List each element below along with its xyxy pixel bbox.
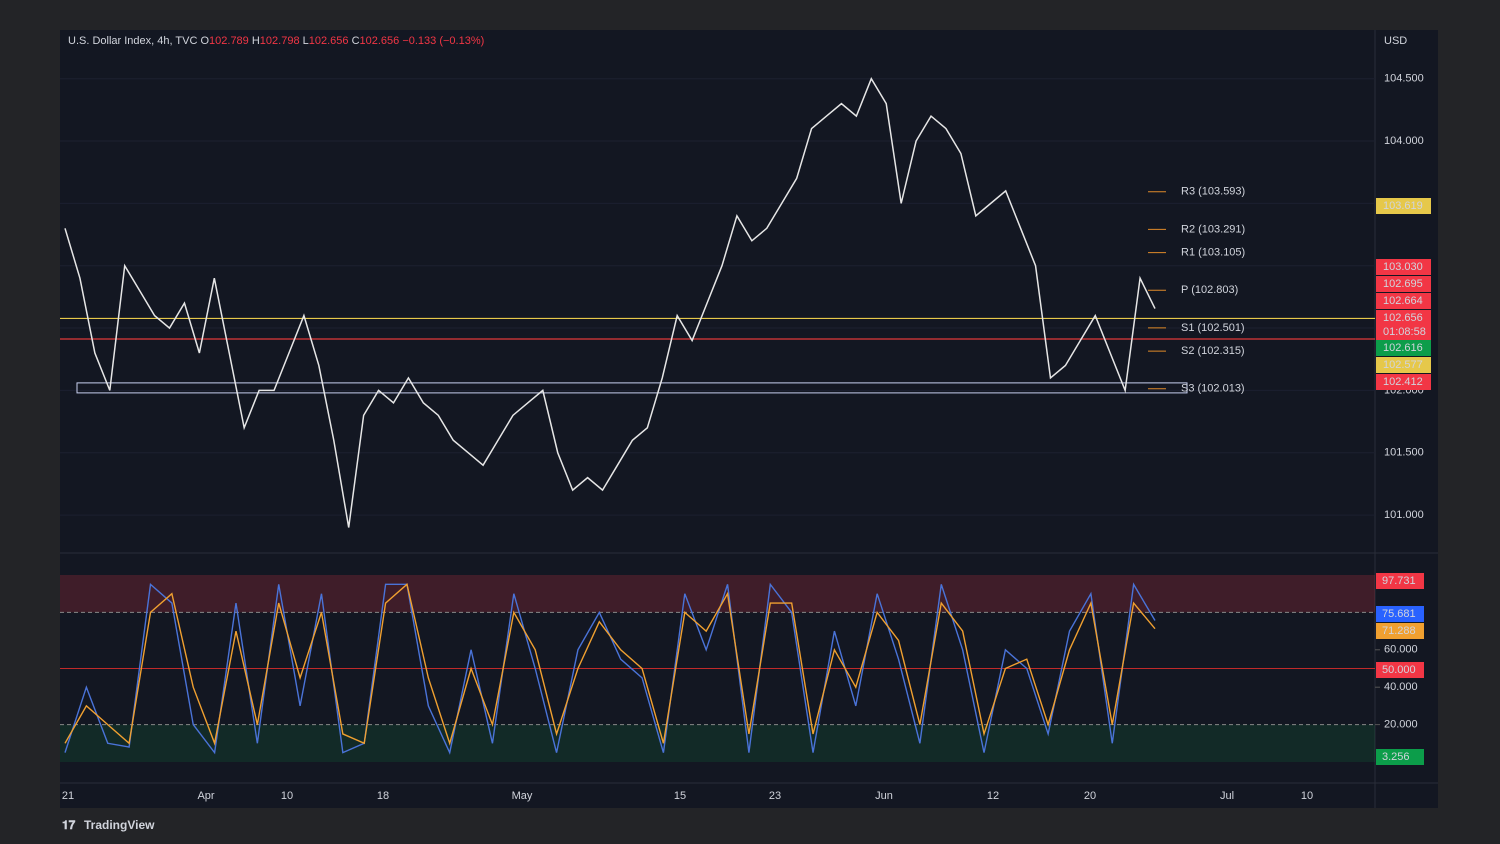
logo: 𝟏𝟕 <box>62 818 76 832</box>
stoch-tag-label: 3.256 <box>1382 751 1410 763</box>
stoch-tag <box>1376 623 1424 639</box>
price-tag-label: 102.664 <box>1383 295 1423 307</box>
x-tick-label: 21 <box>62 790 74 802</box>
pivot-label: S1 (102.501) <box>1181 322 1245 334</box>
header-part: C <box>349 35 360 47</box>
price-tag <box>1376 198 1431 214</box>
price-tag-label: 102.695 <box>1383 278 1423 290</box>
stoch-tag-label: 97.731 <box>1382 575 1416 587</box>
price-tag <box>1376 293 1431 309</box>
header-value: 102.656 <box>360 35 400 47</box>
pivot-label: S2 (102.315) <box>1181 345 1245 357</box>
price-tag-label: 102.616 <box>1383 342 1423 354</box>
header-value: 102.656 <box>309 35 349 47</box>
x-tick-label: 12 <box>987 790 999 802</box>
header: U.S. Dollar Index, 4h, TVC O102.789 H102… <box>68 35 484 47</box>
price-tag <box>1376 310 1431 340</box>
y-tick-label: 40.000 <box>1384 681 1418 693</box>
x-tick-label: Apr <box>197 790 214 802</box>
price-tag <box>1376 259 1431 275</box>
price-tag-label: 103.619 <box>1383 200 1423 212</box>
header-part: H <box>249 35 260 47</box>
y-tick-label: 104.000 <box>1384 135 1424 147</box>
y-tick-label: 60.000 <box>1384 644 1418 656</box>
header-value: 102.789 <box>209 35 249 47</box>
x-tick-label: Jul <box>1220 790 1234 802</box>
y-tick-label: 101.500 <box>1384 447 1424 459</box>
price-tag-label: 102.412 <box>1383 376 1423 388</box>
x-tick-label: 15 <box>674 790 686 802</box>
header-part: O <box>197 35 209 47</box>
x-tick-label: May <box>512 790 533 802</box>
pivot-label: R2 (103.291) <box>1181 223 1245 235</box>
overbought-zone <box>60 575 1375 613</box>
header-part: L <box>300 35 309 47</box>
pivot-label: R3 (103.593) <box>1181 186 1245 198</box>
x-tick-label: 10 <box>1301 790 1313 802</box>
footer: TradingView <box>84 818 155 832</box>
stoch-tag-label: 71.288 <box>1382 625 1416 637</box>
price-line <box>64 77 1156 528</box>
price-tag-label: 102.577 <box>1383 359 1423 371</box>
x-tick-label: 20 <box>1084 790 1096 802</box>
stoch-tag-label: 75.681 <box>1382 608 1416 620</box>
stoch-tag <box>1376 662 1424 678</box>
x-tick-label: 10 <box>281 790 293 802</box>
y-tick-label: 101.000 <box>1384 509 1424 521</box>
pivot-label: S3 (102.013) <box>1181 383 1245 395</box>
header-value: 102.798 <box>260 35 300 47</box>
stoch-tag <box>1376 606 1424 622</box>
stoch-tag-label: 50.000 <box>1382 664 1416 676</box>
price-tag <box>1376 374 1431 390</box>
header-part: −0.133 (−0.13%) <box>399 35 484 47</box>
support-zone <box>76 382 1188 394</box>
pivot-label: P (102.803) <box>1181 284 1238 296</box>
currency: USD <box>1384 35 1407 47</box>
chart-panel <box>60 30 1438 808</box>
x-tick-label: Jun <box>875 790 893 802</box>
y-tick-label: 104.500 <box>1384 73 1424 85</box>
price-tag <box>1376 276 1431 292</box>
header-part: U.S. Dollar Index, 4h, TVC <box>68 35 197 47</box>
stoch-tag <box>1376 749 1424 765</box>
price-tag <box>1376 357 1431 373</box>
x-tick-label: 18 <box>377 790 389 802</box>
price-tag-label: 103.030 <box>1383 261 1423 273</box>
stoch-line <box>64 583 1156 746</box>
oversold-zone <box>60 724 1375 762</box>
countdown: 01:08:58 <box>1383 326 1426 338</box>
y-tick-label: 20.000 <box>1384 719 1418 731</box>
x-tick-label: 23 <box>769 790 781 802</box>
price-tag <box>1376 340 1431 356</box>
price-tag-label: 102.656 <box>1383 312 1423 324</box>
pivot-label: R1 (103.105) <box>1181 247 1245 259</box>
stoch-tag <box>1376 573 1424 589</box>
